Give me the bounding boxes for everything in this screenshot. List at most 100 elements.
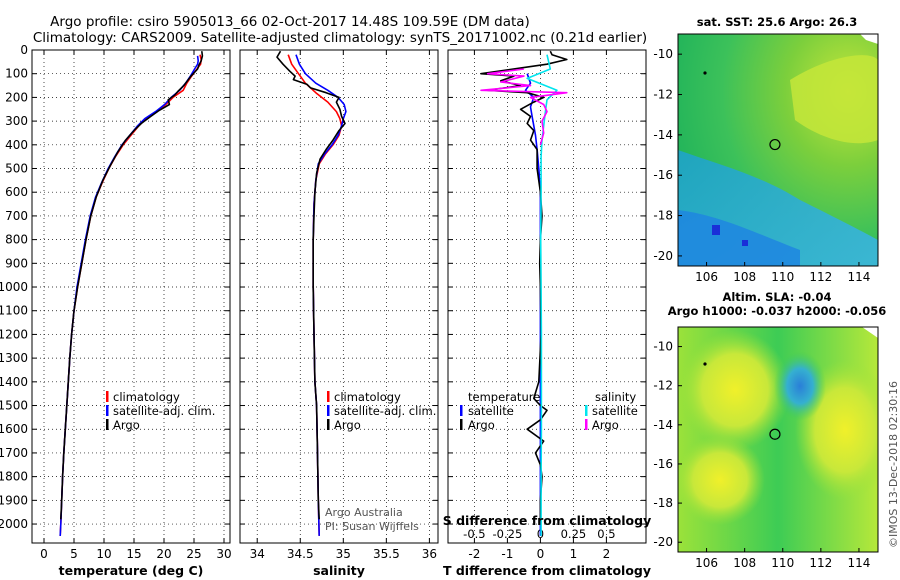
temperature-tick-labels: 0 5 10 15 20 25 30 bbox=[40, 547, 231, 561]
legend-label-satellite: satellite-adj. clim. bbox=[334, 404, 436, 418]
salinity-legend: climatology satellite-adj. clim. Argo bbox=[327, 390, 436, 432]
legend-label-argo: Argo bbox=[113, 418, 140, 432]
sla-high-region bbox=[678, 435, 765, 525]
series-line-satellite-adj-clim- bbox=[295, 54, 347, 536]
lon-tick-label: 106 bbox=[695, 270, 718, 284]
x-tick-label: 5 bbox=[70, 547, 78, 561]
depth-tick-label: 2000 bbox=[0, 517, 28, 531]
sst-cold-region bbox=[678, 210, 800, 266]
legend-heading-salinity: salinity bbox=[595, 390, 636, 404]
island-dot bbox=[703, 71, 707, 75]
lon-tick-label: 110 bbox=[771, 556, 794, 570]
series-line-temperature-argo bbox=[480, 50, 568, 520]
sla-map-axes: 106 108 110 112 114 -10 -12 -14 -16 -18 -20 bbox=[653, 340, 870, 570]
island-dot bbox=[703, 362, 707, 366]
sst-map-axes: 106 108 110 112 114 -10 -12 -14 -16 -18 -20 bbox=[653, 47, 870, 284]
credit-pi: PI: Susan Wijffels bbox=[325, 520, 419, 533]
depth-tick-label: 800 bbox=[5, 233, 28, 247]
lon-tick-label: 106 bbox=[695, 556, 718, 570]
legend-swatch-satellite bbox=[327, 405, 330, 416]
sla-map bbox=[678, 327, 878, 552]
sst-map-title: sat. SST: 25.6 Argo: 26.3 bbox=[697, 15, 857, 29]
x-tick-label: 1 bbox=[570, 547, 578, 561]
s-tick-label: -0.25 bbox=[493, 527, 523, 541]
sst-land bbox=[860, 34, 878, 44]
lat-tick-label: -16 bbox=[653, 457, 673, 471]
depth-tick-label: 1100 bbox=[0, 304, 28, 318]
depth-tick-label: 1000 bbox=[0, 280, 28, 294]
x-tick-label: 30 bbox=[216, 547, 231, 561]
temperature-series bbox=[59, 51, 204, 536]
s-tick-label: -0.5 bbox=[463, 527, 485, 541]
depth-tick-label: 200 bbox=[5, 90, 28, 104]
sst-map bbox=[678, 34, 878, 266]
legend-swatch-climatology bbox=[327, 391, 330, 402]
lat-tick-label: -10 bbox=[653, 47, 673, 61]
depth-tick-label: 600 bbox=[5, 185, 28, 199]
lon-tick-label: 108 bbox=[733, 270, 756, 284]
depth-tick-label: 1800 bbox=[0, 470, 28, 484]
series-line-climatology bbox=[59, 54, 202, 536]
x-tick-label: 15 bbox=[126, 547, 141, 561]
sst-cold-pixel bbox=[742, 240, 748, 246]
salinity-panel-frame bbox=[239, 49, 439, 544]
x-tick-label: 10 bbox=[96, 547, 111, 561]
sst-argo-marker bbox=[769, 138, 781, 151]
legend-swatch-climatology bbox=[106, 391, 109, 402]
sla-map-subtitle: Argo h1000: -0.037 h2000: -0.056 bbox=[668, 304, 887, 318]
legend-label-climatology: climatology bbox=[113, 390, 180, 404]
legend-label-sal-satellite: satellite bbox=[592, 404, 638, 418]
depth-tick-label: 1600 bbox=[0, 422, 28, 436]
depth-tick-label: 1700 bbox=[0, 446, 28, 460]
series-line-climatology bbox=[287, 54, 343, 536]
sla-map-title: Altim. SLA: -0.04 bbox=[722, 290, 831, 304]
salinity-axis-label: salinity bbox=[313, 563, 365, 578]
x-tick-label: 35.5 bbox=[373, 547, 400, 561]
series-line-salinity-satellite bbox=[526, 54, 558, 536]
lat-tick-label: -14 bbox=[653, 418, 673, 432]
legend-swatch-satellite bbox=[106, 405, 109, 416]
lat-tick-label: -20 bbox=[653, 535, 673, 549]
s-difference-axis-label: S difference from climatology bbox=[443, 513, 652, 528]
depth-tick-label: 500 bbox=[5, 162, 28, 176]
salinity-tick-labels: 34 34.5 35 35.5 36 bbox=[250, 547, 437, 561]
sla-map-frame bbox=[677, 326, 879, 553]
depth-tick-label: 1200 bbox=[0, 327, 28, 341]
depth-tick-label: 400 bbox=[5, 138, 28, 152]
difference-series bbox=[480, 50, 568, 536]
salinity-series bbox=[276, 50, 347, 536]
lat-tick-label: -14 bbox=[653, 128, 673, 142]
lat-tick-label: -10 bbox=[653, 340, 673, 354]
sla-land bbox=[862, 327, 878, 338]
sla-argo-marker bbox=[769, 428, 781, 440]
legend-label-temp-argo: Argo bbox=[468, 418, 495, 432]
depth-tick-label: 1400 bbox=[0, 375, 28, 389]
x-tick-label: -2 bbox=[468, 547, 480, 561]
temperature-axis-label: temperature (deg C) bbox=[59, 563, 204, 578]
depth-tick-label: 1500 bbox=[0, 399, 28, 413]
lat-tick-label: -18 bbox=[653, 209, 673, 223]
s-tick-label: 0.25 bbox=[561, 527, 587, 541]
depth-tick-label: 1900 bbox=[0, 493, 28, 507]
temperature-panel-frame bbox=[31, 49, 231, 544]
sla-high-region bbox=[680, 330, 790, 450]
lat-tick-label: -12 bbox=[653, 88, 673, 102]
legend-label-temp-satellite: satellite bbox=[468, 404, 514, 418]
temperature-legend: climatology satellite-adj. clim. Argo bbox=[106, 390, 215, 432]
difference-tick-labels: -2 -1 0 1 2-0.5 -0.25 0 0.25 0.5 bbox=[463, 527, 615, 561]
lat-tick-label: -18 bbox=[653, 496, 673, 510]
x-tick-label: 34.5 bbox=[287, 547, 314, 561]
series-line-salinity-argo bbox=[480, 68, 568, 146]
lat-tick-label: -12 bbox=[653, 379, 673, 393]
difference-gridlines bbox=[448, 49, 646, 543]
sla-low-eddy bbox=[774, 351, 826, 421]
depth-tick-label: 700 bbox=[5, 209, 28, 223]
legend-swatch-argo bbox=[106, 419, 109, 430]
legend-label-argo: Argo bbox=[334, 418, 361, 432]
series-line-satellite-adj-clim- bbox=[59, 55, 199, 536]
x-tick-label: 2 bbox=[603, 547, 611, 561]
series-line-argo bbox=[60, 51, 204, 520]
lon-tick-label: 110 bbox=[771, 270, 794, 284]
legend-label-climatology: climatology bbox=[334, 390, 401, 404]
lon-tick-label: 112 bbox=[809, 270, 832, 284]
